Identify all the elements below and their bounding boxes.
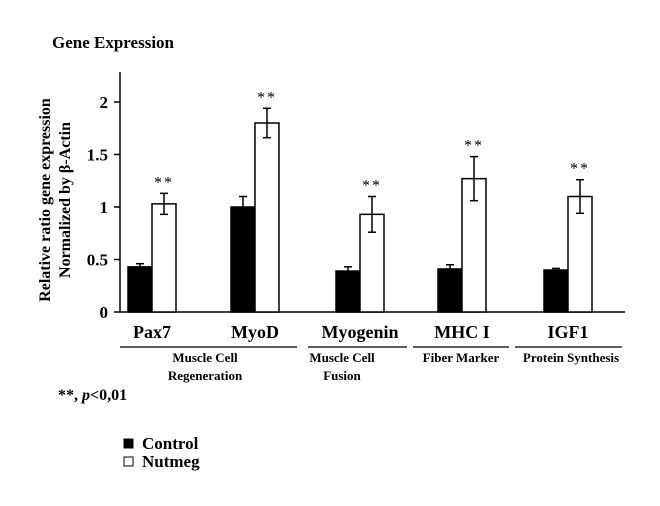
y-axis-title: Relative ratio gene expression Normalize… xyxy=(37,98,74,302)
significance-marker: ** xyxy=(570,161,590,178)
significance-marker: ** xyxy=(362,178,382,195)
y-tick-label: 0.5 xyxy=(87,251,108,270)
footnote-p: p xyxy=(80,387,90,404)
significance-footnote: **, p<0,01 xyxy=(58,387,127,404)
significance-marker: ** xyxy=(154,174,174,191)
group-label: Muscle Cell xyxy=(172,350,238,365)
y-tick-label: 0 xyxy=(100,303,109,322)
bar-control xyxy=(335,270,361,313)
y-tick-label: 1.5 xyxy=(87,146,108,165)
chart-title: Gene Expression xyxy=(52,33,175,52)
bar-nutmeg xyxy=(567,195,593,313)
y-tick-label: 2 xyxy=(100,93,109,112)
x-tick-label: IGF1 xyxy=(547,322,588,342)
x-axis-labels: Pax7 MyoD Myogenin MHC I IGF1 xyxy=(133,322,589,342)
legend-swatch-nutmeg xyxy=(123,456,134,467)
group-label: Fusion xyxy=(323,368,361,383)
legend: Control Nutmeg xyxy=(123,434,200,471)
bar-control xyxy=(127,266,153,313)
group-label: Regeneration xyxy=(168,368,243,383)
bar-nutmeg xyxy=(151,203,177,313)
footnote-stars: ** xyxy=(58,387,74,404)
y-tick-label: 1 xyxy=(100,198,109,217)
x-tick-label: Pax7 xyxy=(133,322,171,342)
bar-control xyxy=(437,268,463,313)
significance-marker: ** xyxy=(257,89,277,106)
legend-label-control: Control xyxy=(142,434,199,453)
group-label: Muscle Cell xyxy=(309,350,375,365)
axes: 0 0.5 1 1.5 2 xyxy=(87,72,625,322)
legend-swatch-control xyxy=(123,438,134,449)
y-axis-title-line-1: Relative ratio gene expression xyxy=(37,98,54,302)
group-label: Fiber Marker xyxy=(423,350,500,365)
group-label: Protein Synthesis xyxy=(523,350,619,365)
footnote-threshold: <0,01 xyxy=(90,387,127,404)
bar-nutmeg xyxy=(254,122,280,313)
footnote-separator: , xyxy=(74,387,82,404)
y-axis-title-line-2: Normalized by β-Actin xyxy=(57,122,74,278)
bar-control xyxy=(230,206,256,313)
x-tick-label: Myogenin xyxy=(321,322,398,342)
significance-marker: ** xyxy=(464,138,484,155)
legend-label-nutmeg: Nutmeg xyxy=(142,452,200,471)
x-tick-label: MHC I xyxy=(434,322,490,342)
x-tick-label: MyoD xyxy=(231,322,279,342)
bars: ** ** ** ** ** xyxy=(127,89,593,313)
bar-control xyxy=(543,269,569,313)
category-groups: Muscle Cell Regeneration Muscle Cell Fusion… xyxy=(120,346,622,383)
